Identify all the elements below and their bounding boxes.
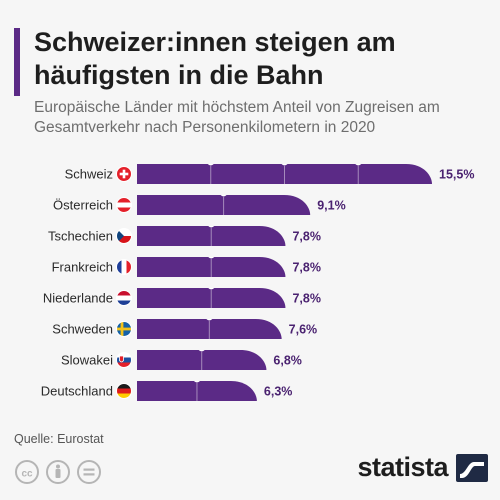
train-bar — [137, 195, 311, 215]
value-label: 6,3% — [264, 385, 293, 399]
chart-title: Schweizer:innen steigen am häufigsten in… — [34, 27, 396, 90]
value-label: 7,8% — [292, 261, 321, 275]
category-label: Schweden — [52, 322, 113, 337]
value-label: 7,6% — [289, 323, 318, 337]
flag-cz-icon — [116, 228, 132, 244]
category-label: Slowakei — [61, 353, 113, 368]
car-gap — [355, 164, 362, 166]
no-derivatives-icon — [77, 460, 101, 484]
car-gap — [208, 288, 215, 290]
flag-sk-icon — [116, 352, 132, 368]
bar-row: Tschechien 7,8% — [48, 226, 321, 246]
statista-brand[interactable]: statista — [357, 452, 488, 483]
bar-row: Frankreich 7,8% — [52, 257, 321, 277]
title-accent-bar — [14, 28, 20, 96]
attribution-icon — [46, 460, 70, 484]
value-label: 7,8% — [292, 230, 321, 244]
flag-fr-icon — [116, 259, 132, 275]
value-label: 9,1% — [317, 199, 346, 213]
car-gap — [207, 164, 214, 166]
bar-row: Slowakei 6,8% — [61, 350, 302, 370]
flag-ch-icon — [116, 166, 132, 182]
bar-row: Österreich 9,1% — [53, 195, 346, 215]
flag-nl-icon — [116, 290, 132, 306]
train-bar-chart: Schweiz 15,5% Österreich 9,1% Tschechien 7,8%… — [41, 164, 474, 401]
chart-subtitle: Europäische Länder mit höchstem Anteil v… — [34, 99, 440, 136]
value-label: 6,8% — [273, 354, 302, 368]
bar-row: Niederlande 7,8% — [43, 288, 321, 308]
flag-de-icon — [116, 383, 132, 399]
flag-at-icon — [116, 197, 132, 213]
bar-row: Schweden 7,6% — [52, 319, 317, 339]
car-gap — [281, 164, 288, 166]
value-label: 7,8% — [292, 292, 321, 306]
car-gap — [198, 350, 205, 352]
car-gap — [208, 226, 215, 228]
car-gap — [208, 257, 215, 259]
bar-row: Deutschland 6,3% — [41, 381, 293, 401]
statista-logo-icon — [456, 453, 488, 482]
train-bar — [137, 164, 432, 184]
brand-wordmark: statista — [357, 452, 448, 482]
bar-row: Schweiz 15,5% — [65, 164, 474, 184]
category-label: Österreich — [53, 198, 113, 213]
car-gap — [220, 195, 227, 197]
car-gap — [193, 381, 200, 383]
category-label: Deutschland — [41, 384, 113, 399]
train-bar — [137, 350, 267, 370]
svg-text:cc: cc — [21, 469, 33, 480]
flag-se-icon — [116, 321, 132, 337]
train-bar — [137, 257, 286, 277]
car-gap — [206, 319, 213, 321]
category-label: Tschechien — [48, 229, 113, 244]
category-label: Frankreich — [52, 260, 113, 275]
category-label: Schweiz — [65, 167, 113, 182]
train-bar — [137, 226, 286, 246]
source-note: Quelle: Eurostat — [14, 432, 104, 446]
category-label: Niederlande — [43, 291, 113, 306]
train-bar — [137, 319, 282, 339]
value-label: 15,5% — [439, 168, 474, 182]
train-bar — [137, 288, 286, 308]
train-bar — [137, 381, 257, 401]
license-icons: cc — [15, 460, 101, 484]
creative-commons-icon: cc — [15, 460, 39, 484]
